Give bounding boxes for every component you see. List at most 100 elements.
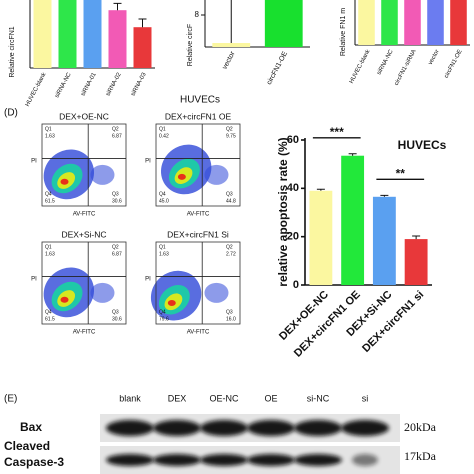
x-tick-label: HUVEC-blank <box>25 71 48 108</box>
density-tail <box>204 164 229 185</box>
quadrant-value: 30.6 <box>112 198 122 204</box>
plot-title: DEX+Si-NC <box>61 229 106 239</box>
plot-frame <box>155 123 241 207</box>
x-tick-label: circFN1-siRNA <box>394 49 418 87</box>
quadrant-name: Q4 <box>159 309 166 315</box>
plot-title: DEX+OE-NC <box>59 111 109 121</box>
quadrant-name: Q2 <box>112 244 119 250</box>
quadrant-value: 44.8 <box>226 198 236 204</box>
quadrant-name: Q2 <box>226 244 233 250</box>
blot-band <box>294 420 342 436</box>
quadrant-name: Q3 <box>112 309 119 315</box>
density-plot <box>160 144 229 195</box>
y-axis-label: PI <box>31 276 37 282</box>
x-tick-label: circFN1-OE <box>266 50 289 86</box>
bar <box>381 0 398 45</box>
blot-band <box>247 454 295 466</box>
panel-label: (D) <box>4 108 18 119</box>
density-core <box>60 296 69 303</box>
lane-label: blank <box>119 393 141 403</box>
density-tail <box>204 282 229 303</box>
error-bar <box>230 0 232 43</box>
density-plot <box>150 270 229 321</box>
error-bar <box>316 188 325 191</box>
blot-band <box>294 454 342 466</box>
x-axis-label: AV-FITC <box>187 330 210 336</box>
chart-title: HUVECs <box>398 138 447 152</box>
bar <box>83 0 102 69</box>
bar <box>33 0 52 69</box>
bar <box>372 196 396 285</box>
bar <box>108 10 127 68</box>
density-core <box>177 173 186 180</box>
x-axis-label: AV-FITC <box>73 212 96 218</box>
quadrant-value: 0.42 <box>159 133 169 139</box>
density-plot <box>43 267 115 318</box>
bar <box>133 27 152 68</box>
protein-label: Caspase-3 <box>4 455 64 469</box>
x-axis-label: AV-FITC <box>73 330 96 336</box>
protein-label: Bax <box>20 420 42 434</box>
plot-title: DEX+circFN1 OE <box>165 111 232 121</box>
x-tick-label: vector <box>222 50 237 71</box>
blot-band <box>341 420 389 436</box>
lane-label: OE <box>264 393 277 403</box>
quadrant-value: 9.75 <box>226 133 236 139</box>
bar <box>264 0 303 47</box>
error-bar <box>348 153 357 156</box>
plot-frame <box>155 241 241 325</box>
y-axis-label: Relative circFN1 <box>9 26 16 77</box>
plot-title: DEX+circFN1 Si <box>167 229 229 239</box>
quadrant-name: Q4 <box>159 191 166 197</box>
density-core <box>60 178 69 185</box>
x-tick-label: circFN1-OE <box>444 49 464 79</box>
quadrant-value: 1.63 <box>159 251 169 257</box>
bar <box>58 0 77 69</box>
size-label: 20kDa <box>404 420 437 434</box>
quadrant-name: Q1 <box>159 244 166 250</box>
blot-band <box>200 420 248 436</box>
lane-label: si-NC <box>307 393 330 403</box>
lane-label: si <box>362 393 369 403</box>
blot-band <box>200 454 248 466</box>
y-axis-label: PI <box>145 276 151 282</box>
y-axis-label: PI <box>31 158 37 164</box>
protein-label: Cleaved <box>4 439 50 453</box>
bar <box>212 43 251 47</box>
error-bar <box>380 194 389 197</box>
plot-frame <box>41 241 127 325</box>
quadrant-value: 45.0 <box>159 198 169 204</box>
y-tick-label: 40 <box>287 182 299 194</box>
lane-label: OE-NC <box>210 393 240 403</box>
quadrant-value: 79.6 <box>159 316 169 322</box>
quadrant-name: Q1 <box>45 126 52 132</box>
quadrant-name: Q4 <box>45 309 52 315</box>
blot-band <box>153 454 201 466</box>
blot-band <box>247 420 295 436</box>
x-tick-label: siRNA-01 <box>80 71 98 97</box>
quadrant-name: Q4 <box>45 191 52 197</box>
quadrant-name: Q3 <box>112 191 119 197</box>
quadrant-value: 16.0 <box>226 316 236 322</box>
quadrant-name: Q2 <box>112 126 119 132</box>
y-axis-label: relative apoptosis rate (%) <box>276 137 290 286</box>
y-tick-label: 0 <box>293 279 299 291</box>
x-axis-label: AV-FITC <box>187 212 210 218</box>
density-plot <box>43 149 115 200</box>
x-tick-label: siRNA-03 <box>130 71 148 97</box>
significance-label: *** <box>330 125 344 139</box>
x-tick-label: siRNA-02 <box>105 71 123 97</box>
bar <box>341 155 365 285</box>
quadrant-name: Q1 <box>159 126 166 132</box>
density-tail <box>90 164 115 185</box>
density-tail <box>90 282 115 303</box>
y-axis-label: Relative FN1 m <box>340 8 347 56</box>
flow-title: HUVECs <box>180 95 220 106</box>
density-core <box>167 300 176 307</box>
quadrant-value: 30.6 <box>112 316 122 322</box>
blot-band <box>352 454 378 466</box>
quadrant-value: 2.72 <box>226 251 236 257</box>
quadrant-value: 61.5 <box>45 316 55 322</box>
error-bar <box>412 235 421 240</box>
